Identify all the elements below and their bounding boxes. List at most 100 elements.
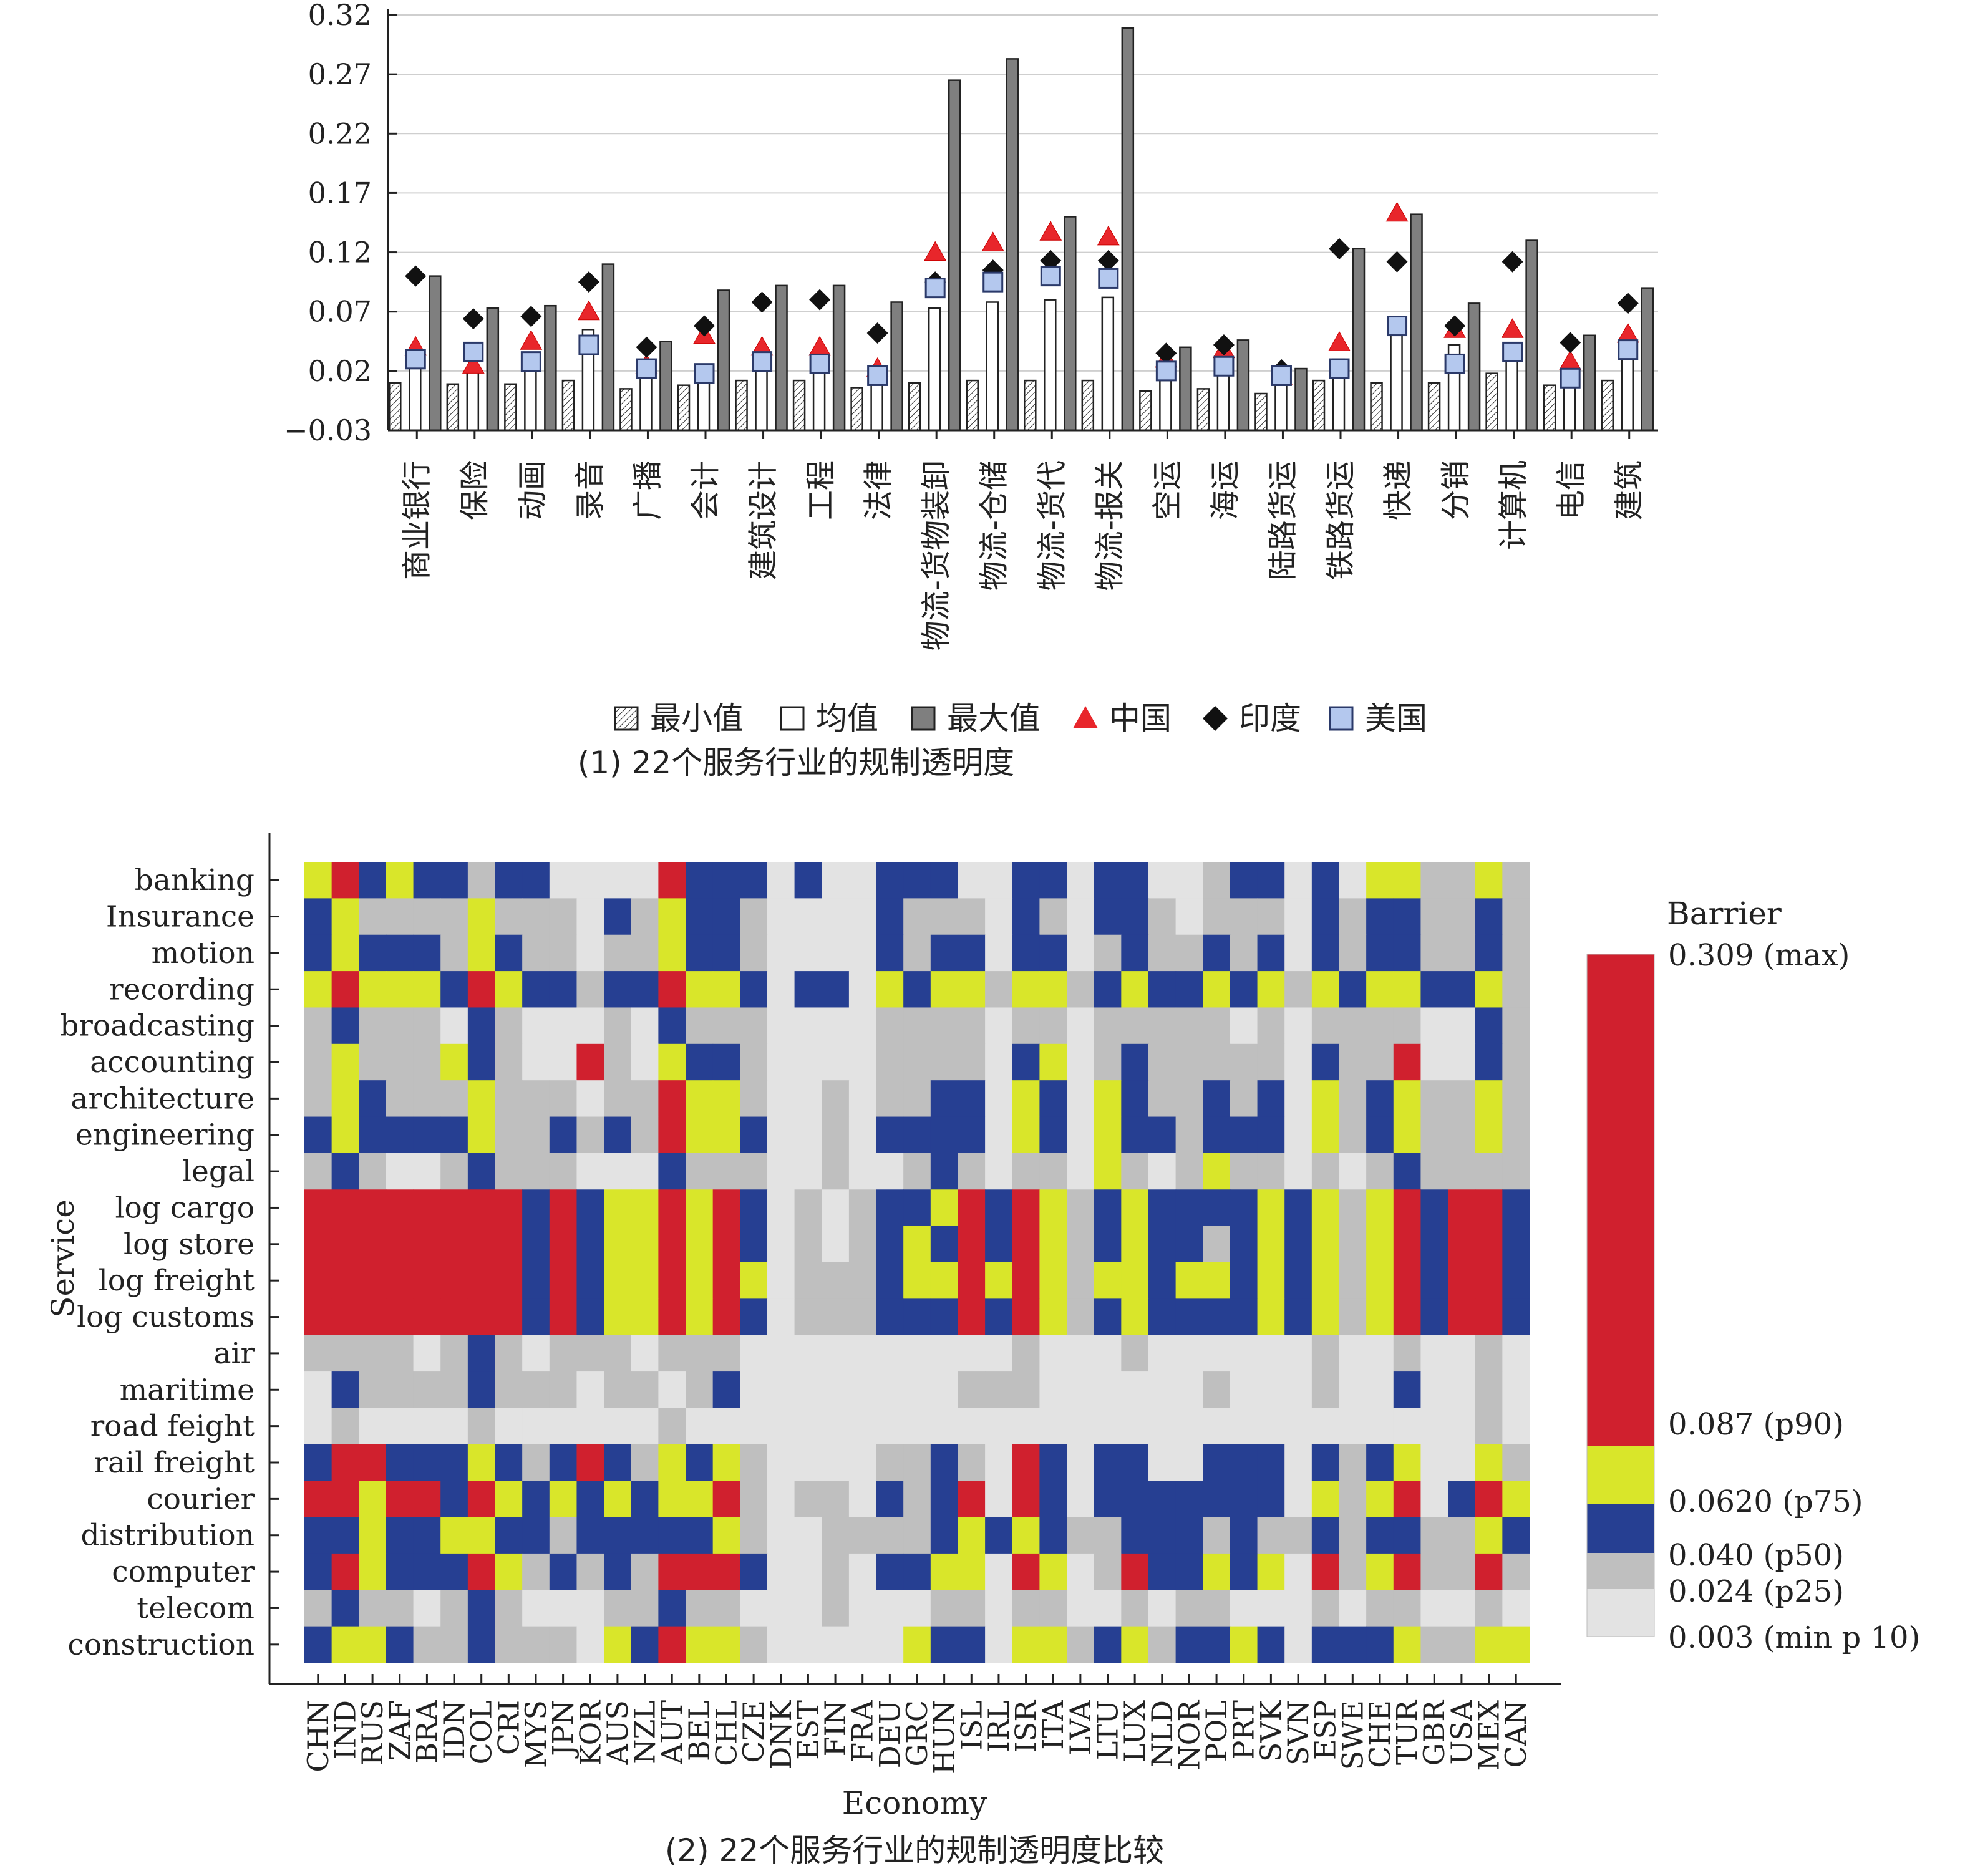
bar-mean [466, 367, 480, 432]
marker-usa [1329, 358, 1350, 379]
bar-max [775, 284, 788, 432]
column-label: CHL [709, 1700, 743, 1766]
heatmap-cell [958, 1189, 986, 1227]
marker-usa [463, 341, 484, 362]
heatmap-cell [658, 1153, 686, 1190]
heatmap-cell [1284, 898, 1312, 936]
heatmap-cell [1420, 1517, 1448, 1554]
heatmap-cell [1339, 1626, 1367, 1663]
heatmap-cell [440, 862, 468, 899]
heatmap-cell [331, 1626, 359, 1663]
heatmap-cell [1448, 1444, 1476, 1481]
heatmap-cell [1448, 1298, 1476, 1336]
heatmap-cell [1067, 1189, 1095, 1227]
heatmap-cell [1284, 1153, 1312, 1190]
heatmap-cell [767, 1590, 795, 1627]
row-label: engineering [75, 1118, 255, 1153]
heatmap-cell [1012, 1444, 1040, 1481]
heatmap-cell [1257, 971, 1285, 1008]
heatmap-cell [331, 971, 359, 1008]
heatmap-cell [440, 1153, 468, 1190]
bar-min [908, 382, 921, 432]
heatmap-cell [576, 934, 604, 972]
heatmap-cell [1230, 971, 1258, 1008]
heatmap-cell [1121, 934, 1149, 972]
heatmap-cell [1339, 1262, 1367, 1299]
heatmap-cell [331, 1043, 359, 1081]
heatmap-cell [1230, 1189, 1258, 1227]
heatmap-cell [712, 1043, 740, 1081]
heatmap-cell [1339, 1335, 1367, 1372]
heatmap-cell [1257, 1226, 1285, 1263]
heatmap-cell [386, 898, 414, 936]
heatmap-cell [1148, 1007, 1177, 1045]
column-label: NLD [1145, 1700, 1179, 1767]
heatmap-cell [740, 1262, 768, 1299]
heatmap-cell [985, 1626, 1013, 1663]
heatmap-cell [1175, 971, 1203, 1008]
heatmap-cell [848, 1080, 877, 1118]
heatmap-cell [794, 1080, 822, 1118]
heatmap-cell [1502, 1626, 1530, 1663]
colorbar-label: 0.040 (p50) [1668, 1538, 1844, 1573]
heatmap-cell [1284, 1116, 1312, 1154]
heatmap-cell [848, 1481, 877, 1518]
heatmap-cell [1230, 1226, 1258, 1263]
heatmap-cell [1203, 1298, 1231, 1336]
heatmap-cell [1311, 1116, 1340, 1154]
legend-swatch-china [1073, 706, 1098, 728]
heatmap-cell [985, 1481, 1013, 1518]
bar-mean [1159, 379, 1172, 432]
heatmap-cell [386, 1371, 414, 1409]
heatmap-cell [1257, 1007, 1285, 1045]
heatmap-cell [740, 1371, 768, 1409]
heatmap-cell [1311, 1371, 1340, 1409]
heatmap-cell [1339, 1189, 1367, 1227]
heatmap-cell [440, 971, 468, 1008]
heatmap-cell [1067, 1553, 1095, 1590]
heatmap-cell [467, 1262, 496, 1299]
heatmap-cell [740, 1153, 768, 1190]
heatmap-cell [495, 934, 523, 972]
heatmap-cell [1366, 1007, 1394, 1045]
x-tick-label: 工程 [803, 460, 838, 520]
heatmap-cell [1230, 1517, 1258, 1554]
heatmap-cell [495, 1626, 523, 1663]
heatmap-cell [386, 934, 414, 972]
heatmap-cell [576, 1262, 604, 1299]
heatmap-cell [413, 1262, 441, 1299]
heatmap-cell [1039, 1481, 1067, 1518]
marker-china [981, 231, 1004, 251]
heatmap-cell [1257, 1043, 1285, 1081]
heatmap-cell [658, 1080, 686, 1118]
heatmap-cell [740, 934, 768, 972]
marker-usa [1387, 316, 1408, 337]
heatmap-cell [1094, 1080, 1122, 1118]
heatmap-cell [386, 1080, 414, 1118]
heatmap-cell [1420, 1262, 1448, 1299]
heatmap-cell [712, 1153, 740, 1190]
heatmap-cell [686, 1371, 714, 1409]
heatmap-cell [958, 1408, 986, 1445]
heatmap-cell [1039, 1007, 1067, 1045]
heatmap-cell [958, 1043, 986, 1081]
row-labels: bankingInsurancemotionrecordingbroadcast… [60, 863, 279, 1662]
heatmap-cell [495, 1481, 523, 1518]
heatmap-cell [1175, 1481, 1203, 1518]
marker-india [1617, 293, 1639, 314]
row-label: broadcasting [60, 1009, 255, 1043]
heatmap-cell [1393, 1043, 1422, 1081]
heatmap-cell [576, 971, 604, 1008]
heatmap-cell [1257, 1408, 1285, 1445]
heatmap-cell [712, 934, 740, 972]
heatmap-cell [712, 971, 740, 1008]
heatmap-cell [1203, 1481, 1231, 1518]
heatmap-cell [930, 1298, 959, 1336]
heatmap-cell [1175, 1080, 1203, 1118]
y-tick-label: 0.17 [308, 176, 372, 210]
marker-china [1385, 201, 1409, 222]
heatmap-cell [1012, 1153, 1040, 1190]
marker-china [924, 241, 947, 261]
heatmap-cell [413, 971, 441, 1008]
heatmap-cell [549, 1043, 578, 1081]
